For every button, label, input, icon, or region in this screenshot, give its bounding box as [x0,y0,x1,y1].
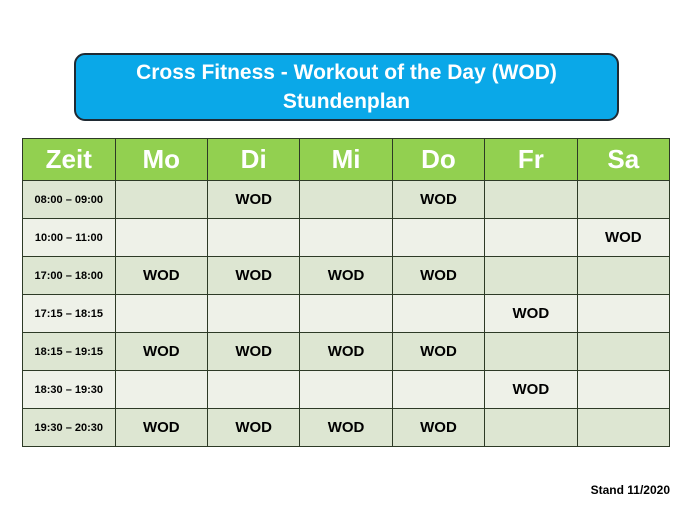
title-line-1: Cross Fitness - Workout of the Day (WOD) [136,61,557,84]
schedule-cell [206,218,301,257]
column-header-zeit: Zeit [22,138,116,181]
time-cell: 19:30 – 20:30 [22,408,116,447]
column-header-mo: Mo [114,138,208,181]
schedule-cell [206,370,301,409]
schedule-cell [484,332,578,371]
schedule-cell [114,180,208,219]
schedule-cell [299,370,393,409]
schedule-cell: WOD [484,370,578,409]
time-cell: 10:00 – 11:00 [22,218,116,257]
schedule-cell [114,218,208,257]
title-line-2: Stundenplan [282,90,411,113]
schedule-cell [299,294,393,333]
schedule-cell [391,294,486,333]
schedule-cell [391,370,486,409]
schedule-cell: WOD [114,332,208,371]
schedule-cell [484,218,578,257]
schedule-cell [299,180,393,219]
table-row: 10:00 – 11:00 WOD [22,218,671,257]
schedule-cell: WOD [576,218,671,257]
schedule-cell [576,408,671,447]
schedule-cell [299,218,393,257]
table-row: 17:15 – 18:15 WOD [22,294,671,333]
schedule-cell [206,294,301,333]
time-cell: 08:00 – 09:00 [22,180,116,219]
schedule-cell [484,256,578,295]
column-header-fr: Fr [484,138,578,181]
schedule-cell: WOD [206,180,301,219]
schedule-cell: WOD [391,256,486,295]
table-row: 18:15 – 19:15 WOD WOD WOD WOD [22,332,671,371]
schedule-cell [114,294,208,333]
schedule-cell: WOD [206,332,301,371]
header-row: Zeit Mo Di Mi Do Fr Sa [22,138,671,181]
schedule-cell [576,256,671,295]
schedule-cell: WOD [114,408,208,447]
schedule-cell [576,370,671,409]
schedule-cell: WOD [206,408,301,447]
schedule-cell: WOD [206,256,301,295]
schedule-cell [391,218,486,257]
schedule-cell: WOD [391,180,486,219]
time-cell: 18:30 – 19:30 [22,370,116,409]
time-cell: 17:15 – 18:15 [22,294,116,333]
schedule-cell: WOD [299,332,393,371]
schedule-cell: WOD [391,408,486,447]
table-row: 17:00 – 18:00 WOD WOD WOD WOD [22,256,671,295]
column-header-do: Do [391,138,486,181]
schedule-table: Zeit Mo Di Mi Do Fr Sa 08:00 – 09:00 WOD WOD 10:0… [22,138,671,447]
column-header-mi: Mi [299,138,393,181]
schedule-cell: WOD [391,332,486,371]
table-row: 19:30 – 20:30 WOD WOD WOD WOD [22,408,671,447]
column-header-sa: Sa [576,138,671,181]
schedule-cell: WOD [484,294,578,333]
time-cell: 18:15 – 19:15 [22,332,116,371]
time-cell: 17:00 – 18:00 [22,256,116,295]
title-banner: Cross Fitness - Workout of the Day (WOD)… [74,53,619,121]
table-row: 18:30 – 19:30 WOD [22,370,671,409]
stand-date: Stand 11/2020 [590,483,670,497]
schedule-cell [114,370,208,409]
schedule-cell [484,408,578,447]
schedule-cell [576,332,671,371]
schedule-cell: WOD [114,256,208,295]
schedule-cell: WOD [299,408,393,447]
schedule-cell [576,294,671,333]
table-row: 08:00 – 09:00 WOD WOD [22,180,671,219]
schedule-cell [576,180,671,219]
schedule-cell [484,180,578,219]
column-header-di: Di [206,138,301,181]
schedule-cell: WOD [299,256,393,295]
